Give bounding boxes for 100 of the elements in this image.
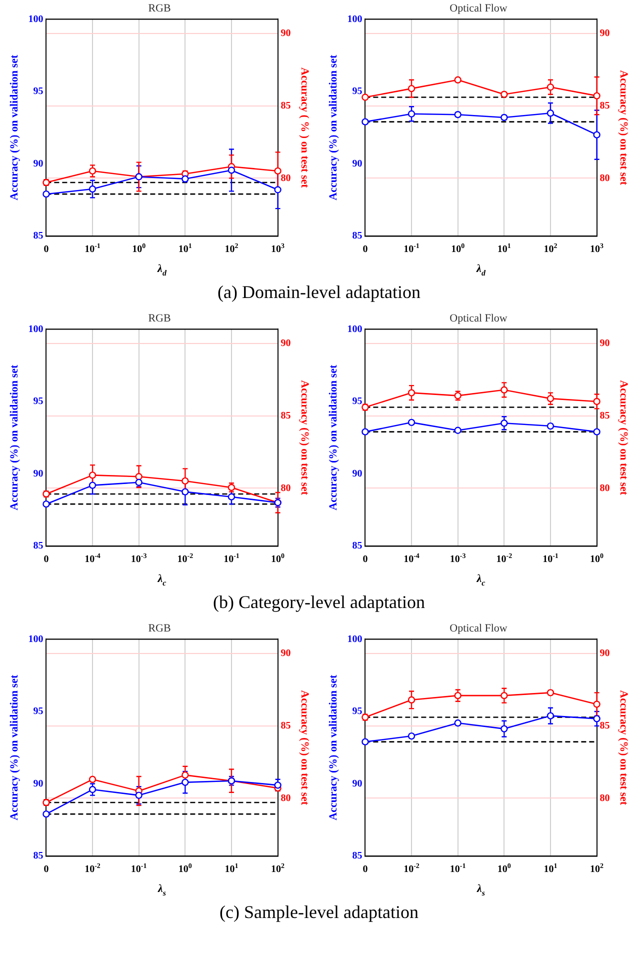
- text: (c) Sample-level adaptation: [218, 901, 420, 924]
- point: [135, 792, 142, 799]
- point: [274, 167, 282, 175]
- y-tick-label: 100: [28, 324, 44, 335]
- y-tick-label: 95: [352, 706, 362, 718]
- y2-axis-title: Accuracy (%) on test set: [618, 690, 630, 806]
- y-tick-label: 95: [33, 396, 44, 408]
- point: [500, 692, 508, 700]
- y-axis-title: Accuracy (%) on validation set: [8, 54, 20, 200]
- y-tick-label: 85: [33, 850, 44, 862]
- point: [362, 118, 369, 126]
- y2-tick-label: 85: [600, 410, 610, 422]
- y2-tick-label: 90: [600, 338, 610, 350]
- y2-tick-label: 85: [280, 410, 291, 422]
- y-tick-label: 90: [352, 778, 362, 790]
- y-tick-label: 90: [33, 158, 44, 170]
- y-tick-label: 85: [33, 540, 44, 552]
- y-axis-title: Accuracy (%) on validation set: [327, 364, 340, 510]
- y2-tick-label: 80: [280, 172, 291, 184]
- point: [274, 186, 282, 194]
- chart-title: RGB: [148, 622, 171, 634]
- y2-axis-title: Accuracy (%) on test set: [618, 70, 630, 186]
- y2-axis-title: Accuracy (%) on test set: [298, 690, 311, 806]
- point: [274, 782, 282, 789]
- x-tick-label: 0: [362, 244, 368, 255]
- point: [408, 110, 416, 118]
- point: [593, 428, 600, 436]
- point: [546, 110, 554, 117]
- y2-tick-label: 85: [600, 100, 610, 112]
- y-tick-label: 100: [347, 634, 362, 645]
- y-tick-label: 95: [352, 396, 362, 408]
- y-tick-label: 90: [33, 468, 44, 480]
- point: [593, 715, 600, 722]
- point: [42, 810, 50, 818]
- y-tick-label: 100: [347, 14, 362, 25]
- point: [408, 389, 416, 396]
- point: [88, 167, 96, 175]
- chart-title: Optical Flow: [450, 312, 508, 324]
- text: (b) Category-level adaptation: [212, 591, 426, 614]
- y-axis-title: Accuracy (%) on validation set: [327, 674, 340, 820]
- y-tick-label: 90: [352, 158, 362, 170]
- point: [182, 477, 189, 485]
- y-tick-label: 95: [352, 86, 362, 98]
- point: [362, 428, 369, 436]
- point: [500, 420, 508, 427]
- point: [593, 92, 600, 100]
- y-axis-title: Accuracy (%) on validation set: [8, 674, 20, 820]
- point: [88, 185, 96, 193]
- y-tick-label: 90: [352, 468, 362, 480]
- x-tick-label: 0: [44, 244, 49, 255]
- x-tick-label: 0: [44, 864, 49, 875]
- y2-axis-title: Accuracy ( % ) on test set: [298, 67, 311, 188]
- y2-tick-label: 90: [280, 28, 291, 40]
- y2-tick-label: 90: [280, 648, 291, 660]
- y2-tick-label: 85: [600, 720, 610, 732]
- x-tick-label: 0: [44, 554, 49, 565]
- point: [228, 166, 236, 174]
- point: [593, 700, 600, 708]
- y-tick-label: 95: [33, 86, 44, 98]
- y2-tick-label: 80: [600, 172, 610, 184]
- point: [228, 493, 236, 500]
- text: (a) Domain-level adaptation: [216, 281, 422, 304]
- point: [454, 692, 462, 700]
- y-tick-label: 90: [33, 778, 44, 790]
- y-tick-label: 100: [28, 14, 44, 25]
- y2-tick-label: 80: [280, 482, 291, 494]
- x-tick-label: 0: [362, 554, 368, 565]
- point: [135, 473, 142, 480]
- point: [88, 472, 96, 479]
- y2-tick-label: 80: [280, 792, 291, 804]
- point: [42, 190, 50, 198]
- point: [182, 771, 189, 779]
- y2-tick-label: 90: [600, 648, 610, 660]
- point: [182, 778, 189, 786]
- point: [546, 84, 554, 91]
- y-axis-title: Accuracy (%) on validation set: [8, 364, 20, 510]
- point: [408, 84, 416, 92]
- point: [454, 426, 462, 434]
- y2-tick-label: 85: [280, 720, 291, 732]
- chart-title: Optical Flow: [450, 2, 508, 14]
- y2-tick-label: 80: [600, 482, 610, 494]
- y-tick-label: 85: [33, 230, 44, 242]
- y-tick-label: 85: [352, 850, 362, 862]
- y-tick-label: 100: [28, 634, 44, 645]
- point: [593, 131, 600, 138]
- point: [593, 398, 600, 406]
- y-axis-title: Accuracy (%) on validation set: [327, 54, 340, 200]
- point: [88, 482, 96, 489]
- y-tick-label: 85: [352, 230, 362, 242]
- point: [546, 712, 554, 720]
- point: [362, 738, 369, 746]
- y2-tick-label: 90: [600, 28, 610, 40]
- chart-title: RGB: [148, 2, 171, 14]
- y-tick-label: 95: [33, 706, 44, 718]
- point: [500, 725, 508, 732]
- x-tick-label: 0: [362, 864, 368, 875]
- y2-tick-label: 90: [280, 338, 291, 350]
- y2-tick-label: 85: [280, 100, 291, 112]
- point: [88, 786, 96, 794]
- y-tick-label: 85: [352, 540, 362, 552]
